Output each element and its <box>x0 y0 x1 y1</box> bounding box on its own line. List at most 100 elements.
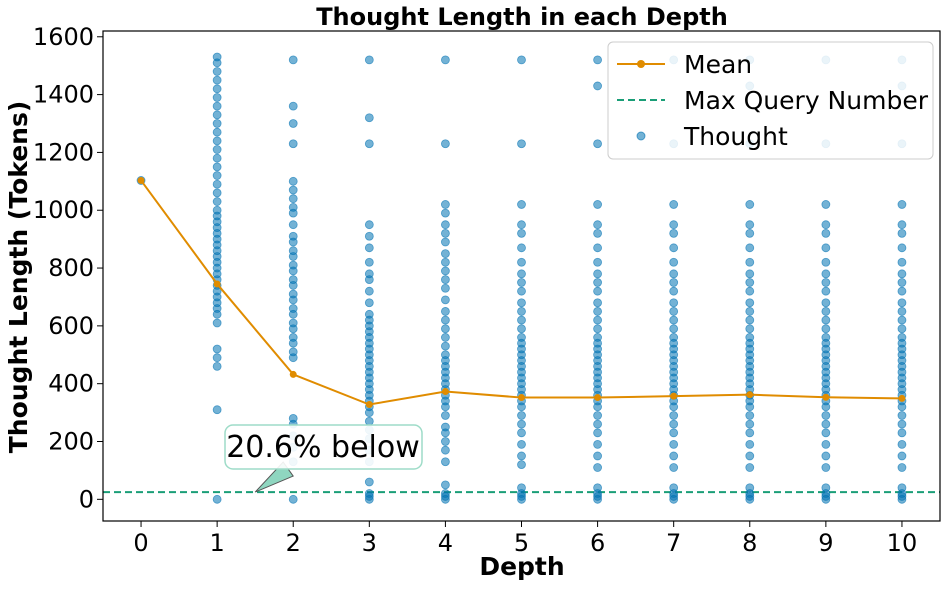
thought-point <box>441 457 450 467</box>
thought-point <box>441 324 450 334</box>
mean-marker <box>746 391 754 399</box>
thought-point <box>821 483 831 493</box>
thought-point <box>441 341 450 351</box>
thought-point <box>821 324 831 334</box>
thought-point <box>593 228 602 238</box>
thought-point <box>821 278 831 287</box>
thought-point <box>212 318 222 328</box>
thought-point <box>897 333 907 342</box>
thought-point <box>593 419 602 429</box>
x-tick-label: 4 <box>438 529 453 557</box>
thought-point <box>669 315 679 325</box>
y-tick-label: 400 <box>48 370 94 398</box>
thought-point <box>364 231 374 241</box>
thought-point <box>593 139 602 149</box>
thought-point <box>897 428 907 438</box>
thought-point <box>212 361 222 371</box>
thought-point <box>897 439 907 449</box>
thought-point <box>364 55 374 65</box>
thought-point <box>669 333 679 342</box>
thought-point <box>593 428 602 438</box>
x-tick-label: 8 <box>742 529 757 557</box>
annotation-box <box>224 424 423 470</box>
thought-point <box>441 257 450 267</box>
y-tick-label: 1400 <box>33 81 94 109</box>
x-tick-label: 5 <box>514 529 529 557</box>
mean-marker <box>822 393 830 401</box>
thought-point <box>745 228 755 238</box>
y-tick-label: 600 <box>48 312 94 340</box>
thought-point <box>593 286 602 296</box>
thought-point <box>821 307 831 316</box>
thought-point <box>288 413 298 423</box>
x-tick-label: 1 <box>209 529 224 557</box>
thought-point <box>745 298 755 308</box>
thought-point <box>288 318 298 328</box>
thought-point <box>897 298 907 308</box>
thought-point <box>441 411 450 420</box>
thought-point <box>288 194 298 204</box>
thought-point <box>212 188 222 198</box>
thought-point <box>212 344 222 354</box>
thought-point <box>441 220 450 230</box>
x-tick-label: 0 <box>133 529 148 557</box>
thought-point <box>897 324 907 334</box>
thought-point <box>441 283 450 293</box>
thought-point <box>593 333 602 342</box>
thought-point <box>441 350 450 360</box>
thought-point <box>212 197 222 206</box>
thought-point <box>441 200 450 209</box>
thought-point <box>669 451 679 461</box>
thought-point <box>669 463 679 472</box>
thought-point <box>745 428 755 438</box>
thought-point <box>288 101 298 111</box>
thought-point <box>669 298 679 308</box>
thought-point <box>745 439 755 449</box>
thought-point <box>441 275 450 285</box>
mean-marker <box>289 370 297 378</box>
thought-point <box>897 269 907 279</box>
thought-point <box>288 231 298 241</box>
thought-point <box>441 437 450 446</box>
thought-point <box>441 315 450 325</box>
thought-point <box>821 298 831 308</box>
y-tick-label: 1600 <box>33 23 94 51</box>
thought-point <box>593 55 602 65</box>
thought-point <box>517 220 526 230</box>
thought-point <box>593 307 602 316</box>
legend-label-max-query: Max Query Number <box>684 86 929 115</box>
thought-point <box>517 139 526 149</box>
thought-point <box>364 243 374 253</box>
thought-point <box>517 411 526 420</box>
thought-point <box>288 185 298 195</box>
thought-point <box>212 153 222 163</box>
thought-point <box>288 119 298 128</box>
thought-point <box>745 463 755 472</box>
thought-point <box>821 411 831 420</box>
thought-point <box>897 463 907 472</box>
thought-point <box>897 411 907 420</box>
thought-point <box>212 75 222 85</box>
thought-point <box>669 269 679 279</box>
thought-point <box>669 278 679 287</box>
thought-point <box>669 200 679 209</box>
x-tick-label: 6 <box>590 529 605 557</box>
y-tick-label: 200 <box>48 428 94 456</box>
thought-point <box>821 228 831 238</box>
thought-point <box>212 136 222 146</box>
thought-point <box>897 243 907 253</box>
thought-point <box>212 353 222 363</box>
legend-box <box>607 41 934 160</box>
thought-point <box>517 257 526 267</box>
thought-point <box>441 295 450 305</box>
thought-point <box>897 483 907 493</box>
legend: Mean Max Query Number Thought <box>607 41 934 160</box>
thought-point <box>364 477 374 487</box>
thought-point <box>897 451 907 461</box>
thought-point <box>745 483 755 493</box>
thought-point <box>593 278 602 287</box>
thought-point <box>212 67 222 76</box>
thought-point <box>897 315 907 325</box>
thought-point <box>669 483 679 493</box>
thought-point <box>593 243 602 253</box>
